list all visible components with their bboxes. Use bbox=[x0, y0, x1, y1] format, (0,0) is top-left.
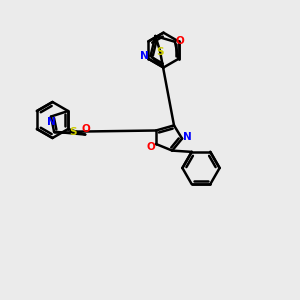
Text: N: N bbox=[183, 132, 192, 142]
Text: O: O bbox=[146, 142, 155, 152]
Text: O: O bbox=[176, 36, 184, 46]
Text: O: O bbox=[82, 124, 91, 134]
Text: N: N bbox=[47, 117, 56, 127]
Text: N: N bbox=[140, 52, 149, 61]
Text: S: S bbox=[157, 47, 164, 57]
Text: S: S bbox=[69, 127, 77, 137]
